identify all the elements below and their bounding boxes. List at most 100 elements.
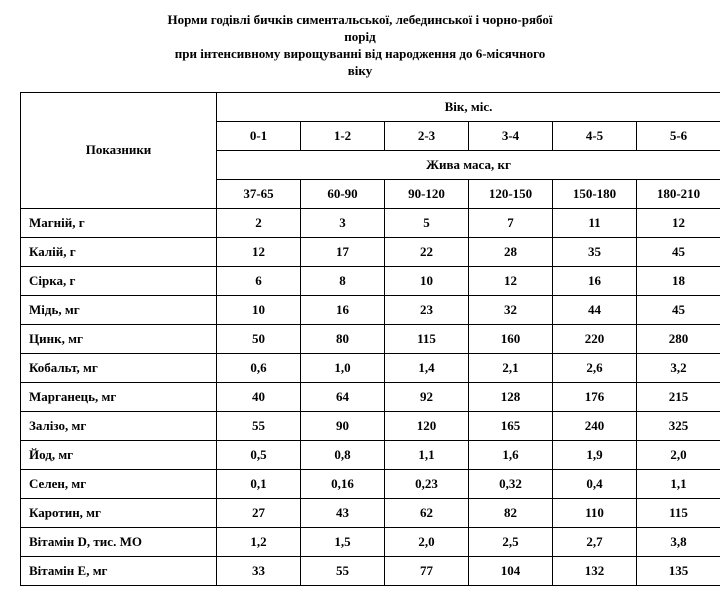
row-value: 12 xyxy=(469,266,553,295)
row-value: 12 xyxy=(637,208,720,237)
table-row: Селен, мг0,10,160,230,320,41,1 xyxy=(21,469,720,498)
row-value: 43 xyxy=(301,498,385,527)
header-row-age-title: Показники Вік, міс. xyxy=(21,92,720,121)
row-value: 1,2 xyxy=(217,527,301,556)
row-value: 50 xyxy=(217,324,301,353)
row-label: Вітамін D, тис. МО xyxy=(21,527,217,556)
row-value: 35 xyxy=(553,237,637,266)
row-value: 325 xyxy=(637,411,720,440)
row-value: 115 xyxy=(637,498,720,527)
header-mass-4: 150-180 xyxy=(553,179,637,208)
row-value: 1,9 xyxy=(553,440,637,469)
row-value: 215 xyxy=(637,382,720,411)
row-label: Калій, г xyxy=(21,237,217,266)
title-line-3: при інтенсивному вирощуванні від народже… xyxy=(175,46,545,61)
table-row: Цинк, мг5080115160220280 xyxy=(21,324,720,353)
row-value: 110 xyxy=(553,498,637,527)
row-label: Селен, мг xyxy=(21,469,217,498)
header-indicators: Показники xyxy=(21,92,217,208)
row-value: 120 xyxy=(385,411,469,440)
row-label: Цинк, мг xyxy=(21,324,217,353)
header-age-2: 2-3 xyxy=(385,121,469,150)
row-value: 2,7 xyxy=(553,527,637,556)
row-value: 28 xyxy=(469,237,553,266)
row-value: 3,8 xyxy=(637,527,720,556)
header-age-3: 3-4 xyxy=(469,121,553,150)
row-value: 2,0 xyxy=(637,440,720,469)
row-value: 2,5 xyxy=(469,527,553,556)
row-value: 11 xyxy=(553,208,637,237)
row-label: Сірка, г xyxy=(21,266,217,295)
table-row: Мідь, мг101623324445 xyxy=(21,295,720,324)
row-value: 0,23 xyxy=(385,469,469,498)
header-mass-2: 90-120 xyxy=(385,179,469,208)
row-value: 10 xyxy=(217,295,301,324)
row-value: 33 xyxy=(217,556,301,585)
row-value: 1,4 xyxy=(385,353,469,382)
row-value: 64 xyxy=(301,382,385,411)
row-label: Залізо, мг xyxy=(21,411,217,440)
header-mass-5: 180-210 xyxy=(637,179,720,208)
header-age-title: Вік, міс. xyxy=(217,92,720,121)
row-label: Йод, мг xyxy=(21,440,217,469)
row-label: Кобальт, мг xyxy=(21,353,217,382)
row-value: 132 xyxy=(553,556,637,585)
row-value: 2,0 xyxy=(385,527,469,556)
row-value: 0,4 xyxy=(553,469,637,498)
table-row: Магній, г23571112 xyxy=(21,208,720,237)
header-mass-3: 120-150 xyxy=(469,179,553,208)
row-value: 82 xyxy=(469,498,553,527)
table-row: Вітамін E, мг335577104132135 xyxy=(21,556,720,585)
title-line-2: порід xyxy=(344,29,375,44)
row-value: 176 xyxy=(553,382,637,411)
row-value: 115 xyxy=(385,324,469,353)
row-value: 135 xyxy=(637,556,720,585)
row-value: 1,6 xyxy=(469,440,553,469)
row-value: 17 xyxy=(301,237,385,266)
row-value: 92 xyxy=(385,382,469,411)
row-value: 18 xyxy=(637,266,720,295)
row-label: Вітамін E, мг xyxy=(21,556,217,585)
row-value: 10 xyxy=(385,266,469,295)
row-value: 45 xyxy=(637,237,720,266)
row-label: Магній, г xyxy=(21,208,217,237)
table-row: Сірка, г6810121618 xyxy=(21,266,720,295)
title-line-1: Норми годівлі бичків симентальської, леб… xyxy=(168,12,553,27)
table-row: Марганець, мг406492128176215 xyxy=(21,382,720,411)
row-value: 5 xyxy=(385,208,469,237)
row-value: 32 xyxy=(469,295,553,324)
header-age-4: 4-5 xyxy=(553,121,637,150)
row-value: 0,8 xyxy=(301,440,385,469)
row-value: 22 xyxy=(385,237,469,266)
row-value: 23 xyxy=(385,295,469,324)
row-value: 8 xyxy=(301,266,385,295)
row-value: 165 xyxy=(469,411,553,440)
table-body: Магній, г23571112Калій, г121722283545Сір… xyxy=(21,208,720,585)
row-value: 3 xyxy=(301,208,385,237)
row-value: 7 xyxy=(469,208,553,237)
feeding-norms-table: Показники Вік, міс. 0-1 1-2 2-3 3-4 4-5 … xyxy=(20,92,720,586)
header-age-5: 5-6 xyxy=(637,121,720,150)
table-row: Залізо, мг5590120165240325 xyxy=(21,411,720,440)
row-value: 1,1 xyxy=(385,440,469,469)
row-value: 2 xyxy=(217,208,301,237)
header-mass-title: Жива маса, кг xyxy=(217,150,720,179)
row-value: 128 xyxy=(469,382,553,411)
table-row: Йод, мг0,50,81,11,61,92,0 xyxy=(21,440,720,469)
header-mass-0: 37-65 xyxy=(217,179,301,208)
row-value: 240 xyxy=(553,411,637,440)
header-age-1: 1-2 xyxy=(301,121,385,150)
row-label: Марганець, мг xyxy=(21,382,217,411)
row-value: 3,2 xyxy=(637,353,720,382)
row-value: 55 xyxy=(217,411,301,440)
row-value: 16 xyxy=(301,295,385,324)
row-value: 0,16 xyxy=(301,469,385,498)
row-value: 1,1 xyxy=(637,469,720,498)
row-value: 220 xyxy=(553,324,637,353)
row-value: 27 xyxy=(217,498,301,527)
row-value: 44 xyxy=(553,295,637,324)
row-value: 1,0 xyxy=(301,353,385,382)
row-value: 280 xyxy=(637,324,720,353)
title-line-4: віку xyxy=(348,63,372,78)
row-value: 160 xyxy=(469,324,553,353)
